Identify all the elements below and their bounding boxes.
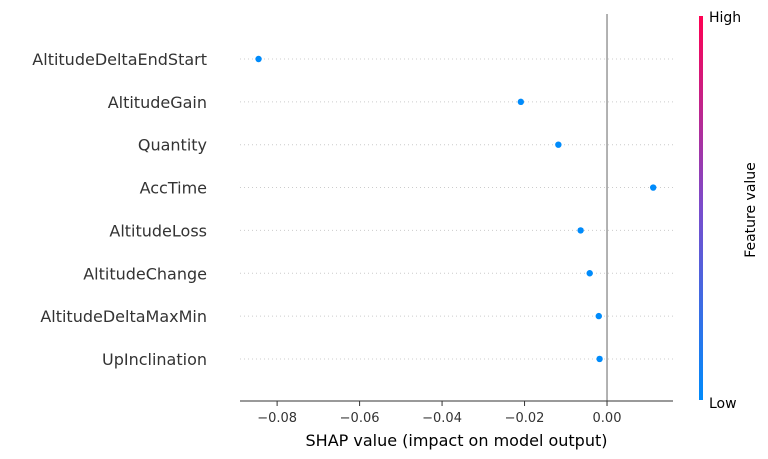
colorbar-title: Feature value: [743, 162, 759, 258]
shap-point: [517, 98, 525, 106]
x-tick-label: −0.04: [422, 411, 462, 426]
colorbar: [699, 16, 703, 400]
shap-point: [255, 55, 262, 63]
feature-label: AltitudeGain: [108, 93, 207, 112]
x-axis-ticks: −0.08 −0.06 −0.04 −0.02 0.00: [257, 401, 621, 426]
feature-label: AltitudeDeltaEndStart: [32, 50, 207, 69]
shap-point: [577, 227, 584, 234]
shap-point: [650, 184, 657, 191]
feature-label: AltitudeLoss: [109, 221, 207, 240]
shap-point: [595, 312, 602, 320]
feature-label: AltitudeChange: [83, 264, 207, 283]
x-tick-label: −0.02: [505, 411, 545, 426]
shap-point: [596, 355, 603, 363]
feature-label: AccTime: [140, 179, 207, 198]
x-axis-title: SHAP value (impact on model output): [306, 431, 608, 450]
x-tick-label: −0.08: [257, 411, 297, 426]
feature-label: AltitudeDeltaMaxMin: [40, 307, 207, 326]
shap-point: [555, 141, 562, 148]
x-tick-label: −0.06: [340, 411, 380, 426]
feature-rows: AltitudeDeltaEndStart AltitudeGain Quantit…: [32, 50, 673, 369]
feature-label: Quantity: [138, 136, 207, 155]
shap-point: [586, 270, 593, 277]
colorbar-low-label: Low: [709, 396, 737, 412]
x-tick-label: 0.00: [593, 411, 622, 426]
colorbar-high-label: High: [709, 10, 741, 26]
data-points: [255, 55, 657, 363]
feature-label: UpInclination: [102, 350, 207, 369]
